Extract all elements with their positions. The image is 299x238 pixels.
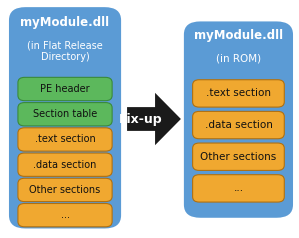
Text: ...: ... [234, 183, 243, 193]
Text: Fix-up: Fix-up [119, 113, 163, 125]
FancyBboxPatch shape [193, 80, 284, 107]
Text: .text section: .text section [206, 88, 271, 99]
FancyBboxPatch shape [193, 175, 284, 202]
Text: Other sections: Other sections [200, 152, 277, 162]
FancyBboxPatch shape [9, 7, 121, 228]
Text: myModule.dll: myModule.dll [20, 16, 110, 29]
FancyBboxPatch shape [18, 77, 112, 101]
FancyBboxPatch shape [18, 203, 112, 227]
Text: .data section: .data section [33, 160, 97, 170]
FancyBboxPatch shape [18, 103, 112, 126]
Text: .text section: .text section [35, 134, 95, 144]
Text: Section table: Section table [33, 109, 97, 119]
Text: (in ROM): (in ROM) [216, 53, 261, 63]
Text: ...: ... [60, 210, 70, 220]
FancyBboxPatch shape [18, 128, 112, 151]
Text: myModule.dll: myModule.dll [194, 29, 283, 42]
FancyBboxPatch shape [18, 153, 112, 176]
FancyBboxPatch shape [193, 111, 284, 139]
Text: (in Flat Release
Directory): (in Flat Release Directory) [27, 40, 103, 62]
Text: .data section: .data section [205, 120, 272, 130]
Text: PE header: PE header [40, 84, 90, 94]
Text: Other sections: Other sections [29, 185, 101, 195]
FancyBboxPatch shape [18, 178, 112, 202]
Polygon shape [127, 93, 181, 145]
FancyBboxPatch shape [193, 143, 284, 170]
FancyBboxPatch shape [184, 21, 293, 218]
